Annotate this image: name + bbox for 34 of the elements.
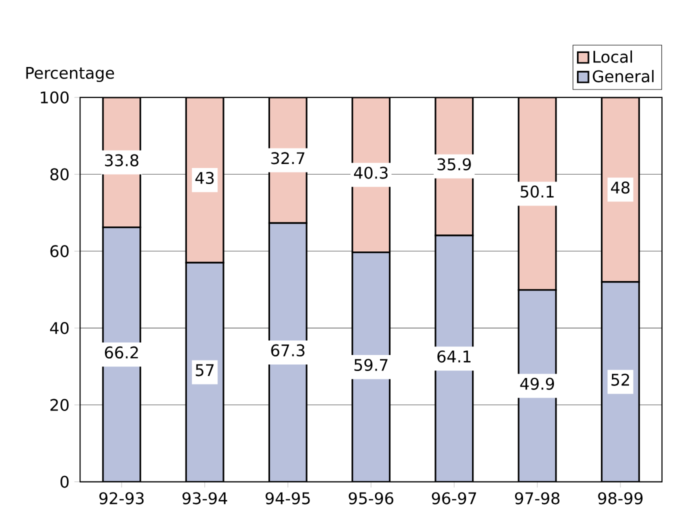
y-tick-label: 0 [60,476,69,488]
y-tick-label: 100 [40,92,69,104]
data-label: 33.8 [105,154,138,167]
data-label: 50.1 [520,186,554,198]
bar [600,281,640,482]
x-tick-label: 98-99 [598,492,643,505]
x-tick-label: 96-97 [432,492,476,505]
x-tick-label: 95-96 [348,492,394,505]
x-tick-label: 94-95 [266,492,310,505]
data-label: 64.1 [437,350,471,363]
data-label: 66.2 [104,346,138,359]
y-tick-label: 20 [50,399,69,412]
bar [185,262,224,482]
data-label: 32.7 [271,152,304,164]
data-label: 52 [611,374,629,386]
data-label: 43 [195,172,214,184]
x-tick-label: 92-93 [99,492,144,505]
legend-label: General [592,70,654,83]
x-tick-label: 97-98 [515,492,560,505]
x-tick-label: 93-94 [182,492,228,505]
legend-label: Local [593,50,632,64]
data-label: 35.9 [438,158,471,171]
data-label: 40.3 [354,166,388,180]
data-label: 49.9 [520,378,554,390]
data-label: 59.7 [354,359,388,372]
bar [185,98,224,264]
data-label: 57 [196,364,214,376]
data-label: 67.3 [271,344,304,357]
y-tick-label: 60 [50,245,69,258]
data-label: 48 [611,182,630,194]
y-tick-label: 80 [50,168,69,181]
y-tick-label: 40 [50,322,69,334]
y-axis-title: Percentage [26,67,114,82]
bar [600,98,640,283]
